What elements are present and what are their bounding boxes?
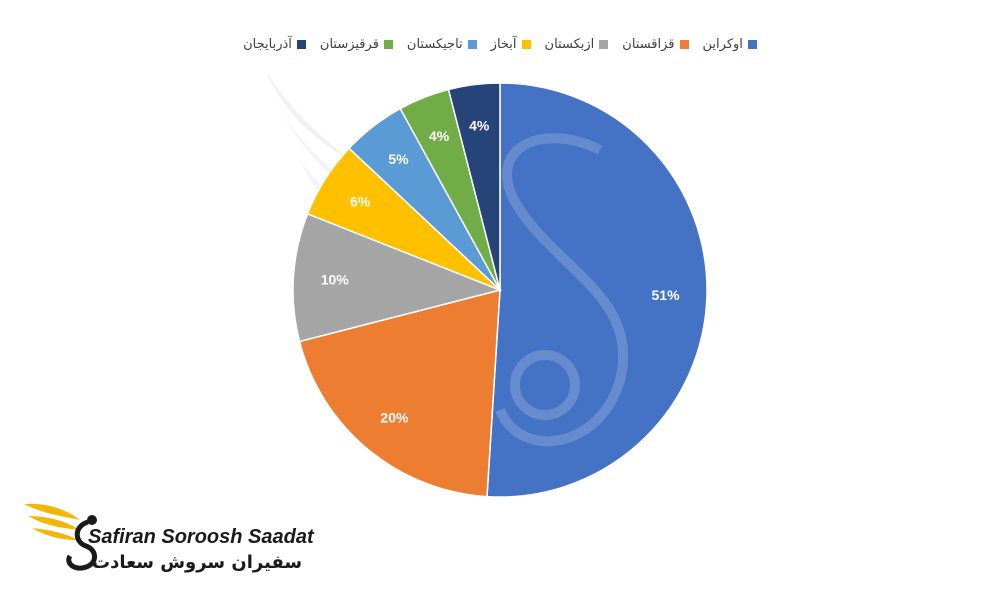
legend-item: ازبکستان — [545, 37, 609, 52]
pie-slice — [486, 82, 708, 498]
legend-item: قرقیزستان — [320, 37, 393, 52]
legend-label: قرقیزستان — [319, 37, 379, 52]
legend-label: ازبکستان — [544, 37, 595, 52]
slice-data-label: 6% — [350, 193, 371, 209]
pie-slice — [298, 289, 501, 498]
legend-item: آبخاز — [491, 37, 531, 52]
legend-item: قزاقستان — [622, 37, 689, 52]
slice-data-label: 20% — [380, 410, 409, 426]
logo-bird-icon — [24, 503, 97, 571]
logo-name-en: Safiran Soroosh Saadat — [88, 526, 314, 548]
slice-data-label: 4% — [429, 128, 450, 144]
legend-swatch — [383, 40, 393, 49]
legend-swatch — [521, 40, 531, 49]
logo-name-fa: سفیران سروش سعادت — [92, 552, 303, 573]
legend-label: تاجیکستان — [406, 37, 463, 52]
brand-logo: Safiran Soroosh Saadat سفیران سروش سعادت — [22, 492, 322, 582]
legend-label: اوکراین — [702, 37, 743, 52]
pie-slice — [447, 82, 501, 291]
legend-swatch — [467, 40, 477, 49]
legend-item: آذربایجان — [243, 37, 306, 52]
watermark-s — [495, 133, 629, 447]
slice-data-label: 10% — [321, 272, 350, 288]
legend-item: اوکراین — [703, 37, 757, 52]
slice-data-label: 51% — [652, 287, 681, 303]
slice-data-label: 4% — [469, 118, 490, 134]
slice-data-label: 5% — [388, 151, 409, 167]
legend-swatch — [599, 40, 609, 49]
legend-swatch — [679, 40, 689, 49]
legend-label: آذربایجان — [243, 37, 292, 52]
slice-labels: 51% 20% 10% 6% 5% 4% 4% — [321, 118, 680, 426]
legend-swatch — [296, 40, 306, 49]
legend-label: قزاقستان — [622, 37, 675, 52]
legend-item: تاجیکستان — [407, 37, 477, 52]
chart-legend: اوکراین قزاقستان ازبکستان آبخاز تاجیکستان قرق… — [0, 37, 1000, 52]
legend-label: آبخاز — [490, 37, 517, 52]
pie-slice — [292, 212, 503, 343]
pie-slices — [292, 82, 708, 498]
legend-swatch — [747, 40, 757, 49]
